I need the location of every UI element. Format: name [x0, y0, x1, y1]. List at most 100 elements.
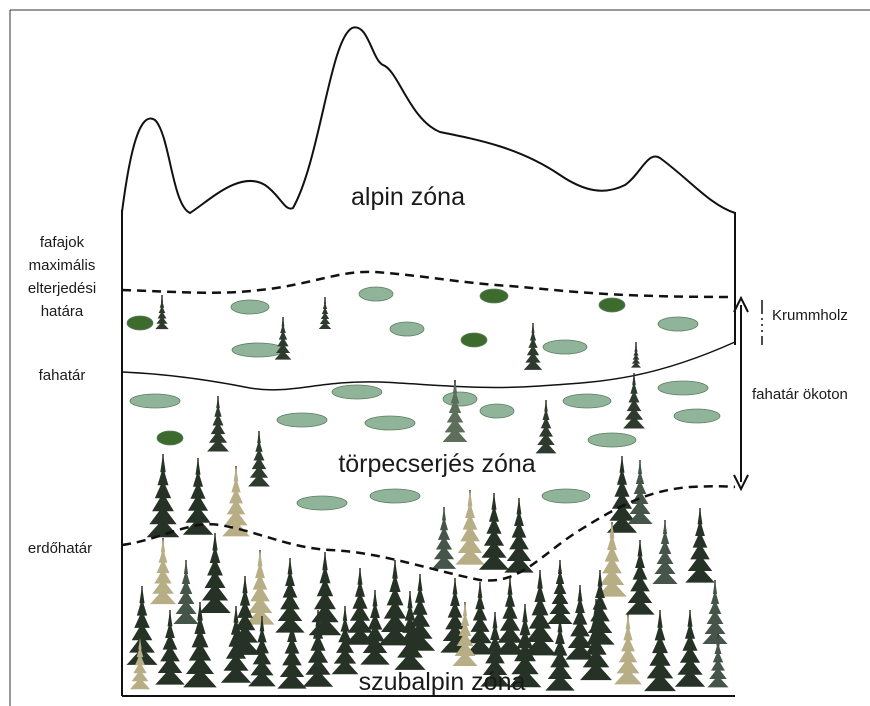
tree-crown — [557, 616, 563, 633]
tree-crown — [492, 612, 498, 629]
tree-crown — [342, 606, 348, 621]
tree-crown — [445, 613, 465, 630]
tree-crown — [253, 448, 265, 461]
tree-crown — [412, 598, 428, 615]
tree-crown — [222, 521, 250, 537]
tree-crown — [149, 506, 177, 525]
tree-crown — [352, 592, 368, 609]
tree-crown — [481, 541, 507, 558]
tree-crown — [407, 591, 413, 609]
vegetation — [126, 286, 729, 692]
tree-crown — [462, 513, 478, 530]
tree-crown — [175, 600, 197, 614]
tree-crown — [707, 675, 729, 688]
tree-crown — [539, 425, 553, 437]
tree-crown — [319, 565, 331, 584]
tree-crown — [682, 634, 698, 651]
tree-crown — [207, 558, 223, 576]
tree-crown — [278, 330, 288, 340]
tree-crown — [446, 409, 464, 423]
tree-crown — [570, 620, 590, 637]
tree-crown — [635, 470, 645, 484]
tree-crown — [555, 627, 565, 644]
tree-crown — [367, 613, 383, 630]
tree-crown — [535, 441, 557, 454]
shrub — [587, 432, 637, 448]
tree-crown — [134, 654, 146, 666]
tree-crown — [519, 617, 531, 636]
tree-crown — [154, 569, 172, 584]
tree-crown — [646, 660, 674, 679]
tree-crown — [549, 600, 571, 614]
tree-crown — [614, 480, 630, 497]
tree-crown — [156, 316, 168, 324]
tree-crown — [540, 416, 552, 429]
tree-crown — [302, 670, 334, 687]
tree-crown — [255, 439, 263, 452]
tree-crown — [609, 504, 635, 521]
tree-crown — [232, 625, 258, 643]
tree-crown — [497, 626, 523, 643]
tree-crown — [652, 570, 678, 584]
tree-crown — [695, 519, 705, 536]
tree-crown — [697, 508, 703, 525]
tree-crown — [625, 614, 631, 630]
dwarf-shrub-zone-label: törpecserjés zóna — [338, 450, 535, 478]
tree-crown — [181, 570, 191, 584]
tree-crown — [216, 396, 220, 409]
tree-crown — [656, 550, 674, 564]
tree-crown — [409, 610, 431, 627]
tree-crown — [134, 610, 150, 628]
tree-crown — [319, 317, 331, 324]
tree-crown — [173, 610, 199, 624]
shrub — [442, 391, 478, 407]
tree-crown — [674, 670, 706, 687]
tree-crown — [183, 668, 217, 688]
tree-crown — [197, 602, 203, 621]
tree-crown — [526, 345, 540, 356]
tree-crown — [155, 321, 169, 330]
shrub — [562, 393, 612, 409]
tree-crown — [534, 583, 546, 602]
shrub — [276, 412, 328, 428]
shrub — [460, 332, 488, 348]
tree-crown — [157, 311, 167, 319]
tree-crown — [136, 598, 148, 616]
tree-crown — [614, 669, 642, 685]
tree-crown — [251, 457, 267, 470]
tree-crown — [467, 490, 473, 507]
tree-crown — [186, 655, 214, 674]
tree-crown — [160, 538, 166, 553]
tree-crown — [389, 573, 401, 592]
tree-crown — [472, 604, 488, 621]
tree-crown — [282, 581, 298, 598]
tree-crown — [662, 520, 668, 534]
tree-crown — [714, 642, 722, 654]
tree-crown — [649, 648, 671, 666]
tree-crown — [417, 574, 423, 591]
tree-crown — [486, 517, 502, 534]
tree-crown — [204, 570, 226, 588]
max-species-line — [121, 270, 736, 299]
tree-crown — [279, 660, 305, 677]
tree-crown — [210, 422, 226, 435]
tree-crown — [194, 615, 206, 634]
tree-crown — [190, 482, 206, 499]
tree-crown — [402, 615, 418, 633]
tree-crown — [514, 643, 536, 662]
arrow-head-bottom — [733, 474, 749, 492]
tree-crown — [454, 642, 476, 656]
shrub — [358, 286, 394, 302]
tree-crown — [289, 614, 295, 631]
tree-crown — [490, 623, 500, 640]
tree-crown — [233, 466, 239, 482]
shrub — [598, 297, 626, 313]
tree-crown — [133, 662, 147, 674]
tree-crown — [565, 643, 595, 660]
tree-crown — [336, 638, 354, 653]
tree-crown — [629, 500, 651, 514]
tree-crown — [307, 646, 329, 663]
tree-crown — [165, 621, 175, 638]
tree-crown — [287, 558, 293, 575]
